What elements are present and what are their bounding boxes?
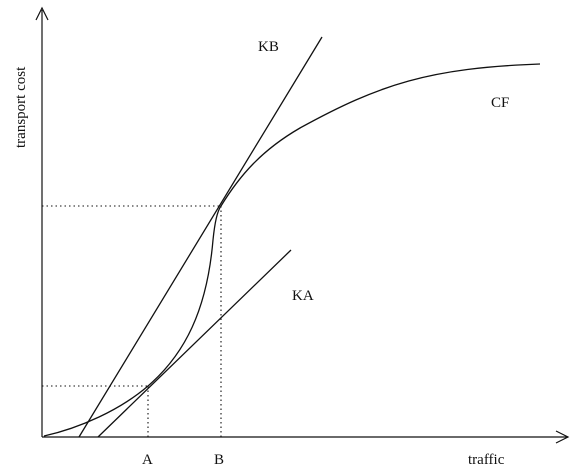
cost-function-curve [43, 63, 541, 437]
tangent-line-ka [97, 249, 292, 438]
tangent-line-kb [78, 36, 323, 438]
x-axis-arrow [555, 430, 570, 444]
cost-function-label: CF [491, 95, 509, 111]
y-axis-label: transport cost [13, 66, 29, 148]
point-b-label: B [214, 452, 224, 468]
x-axis-label: traffic [468, 452, 505, 468]
tangent-ka-label: KA [292, 288, 314, 304]
y-axis-arrow [35, 6, 49, 21]
tangent-kb-label: KB [258, 39, 279, 55]
point-a-label: A [142, 452, 153, 468]
